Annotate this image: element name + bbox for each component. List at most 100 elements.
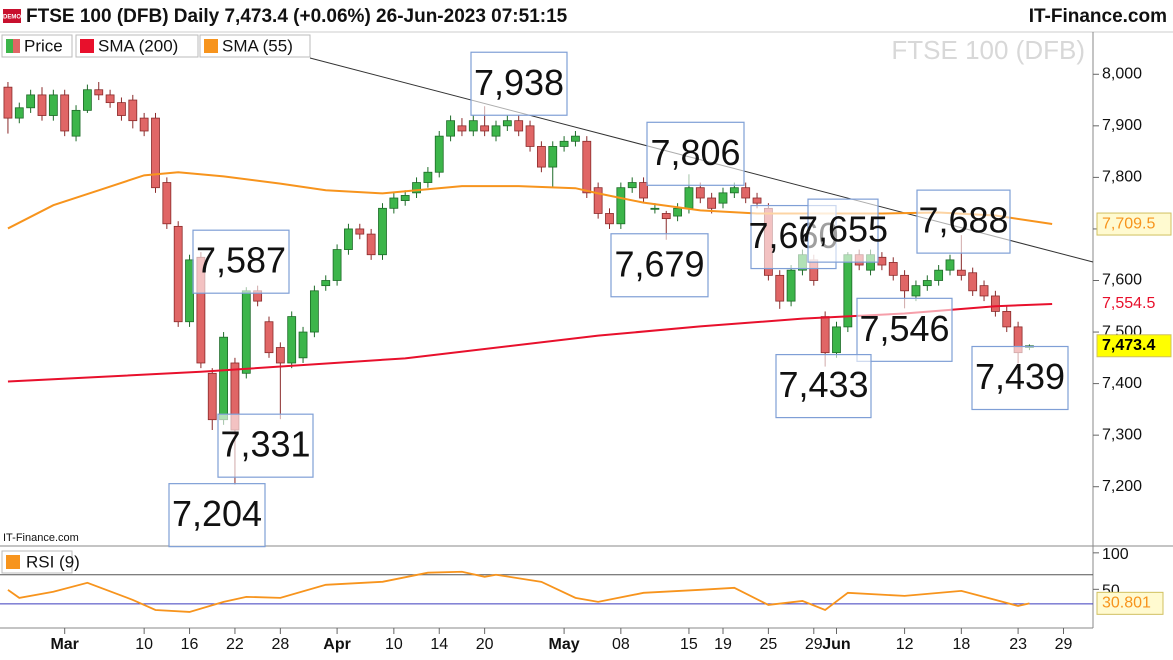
- x-tick-label: 22: [226, 636, 244, 653]
- candle-body: [695, 187, 705, 199]
- annotation-box: [470, 51, 568, 116]
- candle-body: [366, 233, 376, 256]
- x-tick-label: 20: [476, 636, 494, 653]
- x-tick-label: 18: [952, 636, 970, 653]
- candle-body: [355, 228, 365, 235]
- candle-body: [309, 290, 319, 333]
- candle-body: [162, 182, 172, 225]
- candle-body: [945, 259, 955, 271]
- candle-body: [525, 125, 535, 147]
- candle-body: [446, 120, 455, 137]
- y-tick-label: 7,600: [1102, 272, 1142, 289]
- annotation-box: [192, 229, 290, 294]
- annotation-label: 7,938: [474, 62, 564, 103]
- last-value-box: [1096, 212, 1172, 236]
- annotation-label: 7,204: [172, 493, 262, 534]
- x-tick-label: 23: [1009, 636, 1027, 653]
- x-tick-label: 10: [135, 636, 153, 653]
- candle-body: [979, 285, 989, 297]
- candle-body: [26, 94, 36, 109]
- x-tick-label: 08: [612, 636, 630, 653]
- annotation-label: 7,433: [778, 364, 868, 405]
- candle-body: [321, 280, 331, 287]
- candle-body: [3, 86, 13, 119]
- candle-body: [559, 140, 569, 147]
- last-value-label: 7,709.5: [1102, 215, 1155, 232]
- candle-body: [332, 249, 342, 281]
- legend-swatch: [6, 555, 20, 569]
- candle-body: [934, 269, 944, 281]
- x-tick-label: 14: [430, 636, 448, 653]
- annotation-box: [916, 189, 1011, 254]
- candle-body: [888, 262, 898, 276]
- line: [7, 302, 1053, 383]
- last-value-box: [1097, 292, 1171, 315]
- candle-body: [718, 192, 728, 204]
- candle-body: [275, 347, 285, 364]
- x-tick-label: 29: [1055, 636, 1073, 653]
- legend-label[interactable]: RSI (9): [26, 552, 80, 571]
- candle-body: [900, 274, 909, 292]
- candle-body: [786, 269, 796, 302]
- candle-body: [94, 89, 104, 96]
- x-tick-label: 16: [181, 636, 199, 653]
- candle-body: [128, 99, 138, 122]
- x-tick-label: May: [549, 636, 580, 653]
- brand: IT-Finance.com: [1029, 6, 1167, 27]
- last-value-box: [1096, 334, 1172, 358]
- candle-body: [968, 272, 978, 292]
- candle-body: [48, 94, 58, 116]
- candle-body: [173, 225, 183, 323]
- annotation-label: 7,806: [650, 132, 740, 173]
- candle-body: [548, 146, 558, 168]
- candle-body: [423, 171, 433, 183]
- candle-body: [14, 107, 24, 119]
- candle-body: [922, 280, 932, 287]
- last-value-box: [1096, 591, 1164, 615]
- annotation-box: [807, 198, 879, 263]
- candle-body: [956, 269, 966, 276]
- candle-body: [412, 182, 421, 194]
- last-value-label: 7,554.5: [1102, 295, 1155, 312]
- candle-body: [605, 213, 614, 225]
- candle-body: [514, 120, 524, 132]
- candle-body: [491, 125, 501, 137]
- annotation-box: [775, 353, 872, 419]
- logo-box: [3, 9, 21, 23]
- candle-body: [582, 140, 592, 194]
- candle-body: [139, 117, 149, 132]
- candle-body: [661, 213, 671, 220]
- x-tick-label: 25: [759, 636, 777, 653]
- annotation-label: 7,546: [859, 308, 949, 349]
- candle-body: [207, 372, 217, 421]
- x-tick-label: 15: [680, 636, 698, 653]
- candle-body: [502, 120, 512, 127]
- candle-body: [105, 94, 115, 104]
- candle-body: [673, 207, 682, 217]
- annotation-label: 7,587: [196, 240, 286, 281]
- annotation-box: [856, 297, 953, 362]
- candle-body: [832, 326, 841, 354]
- annotation-label: 7,331: [220, 424, 310, 465]
- legend-box: [75, 34, 199, 58]
- candle-body: [264, 321, 274, 354]
- candle-body: [457, 125, 467, 132]
- candle-body: [877, 256, 887, 266]
- x-tick-label: Jun: [822, 636, 850, 653]
- candle-body: [219, 336, 228, 421]
- candle-body: [684, 187, 694, 209]
- x-tick-label: Mar: [50, 636, 78, 653]
- legend-label[interactable]: Price: [24, 36, 63, 55]
- line: [7, 570, 1030, 613]
- legend-label[interactable]: SMA (200): [98, 36, 178, 55]
- candle-body: [1002, 311, 1012, 328]
- candle-body: [60, 94, 70, 132]
- legend-label[interactable]: SMA (55): [222, 36, 293, 55]
- legend-box: [199, 34, 311, 58]
- logo: DEMO: [3, 15, 21, 21]
- candle-body: [627, 182, 637, 189]
- candle-body: [775, 274, 785, 302]
- candle-body: [707, 197, 717, 209]
